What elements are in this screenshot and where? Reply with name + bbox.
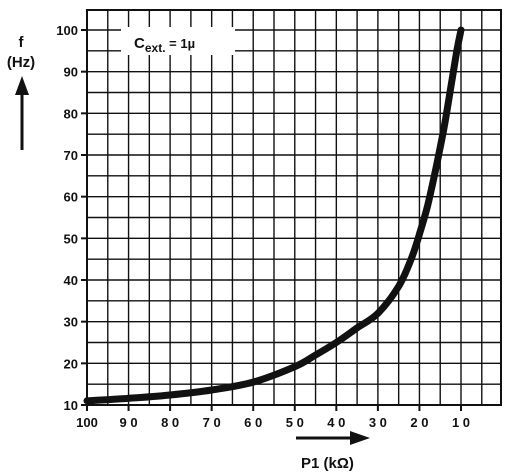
x-tick-label-100: 100	[76, 415, 98, 430]
x-tick-label-10: 1 0	[452, 415, 470, 430]
x-axis-label: P1 (kΩ)	[301, 455, 354, 472]
annotation-suffix: = 1µ	[166, 36, 196, 51]
y-tick-labels: 10 20 30 40 50 60 70 80 90 100	[56, 23, 78, 413]
y-axis-unit: (Hz)	[7, 54, 35, 71]
y-tick-label-20: 20	[64, 356, 78, 371]
y-tick-label-80: 80	[64, 106, 78, 121]
x-tick-label-60: 6 0	[244, 415, 262, 430]
x-tick-label-80: 8 0	[161, 415, 179, 430]
y-tick-label-50: 50	[64, 231, 78, 246]
y-tick-label-30: 30	[64, 315, 78, 330]
annotation-box: Cext. = 1µ	[121, 27, 235, 55]
y-tick-label-90: 90	[64, 65, 78, 80]
x-axis-arrow	[296, 431, 370, 445]
x-tick-label-30: 3 0	[369, 415, 387, 430]
x-tick-marks	[86, 405, 462, 411]
x-tick-label-20: 2 0	[410, 415, 428, 430]
annotation-subscript: ext.	[145, 41, 166, 55]
annotation-main: C	[134, 35, 145, 52]
x-tick-labels: 100 9 0 8 0 7 0 6 0 5 0 4 0 3 0 2 0 1 0	[76, 415, 470, 430]
x-tick-label-70: 7 0	[203, 415, 221, 430]
x-tick-label-40: 4 0	[327, 415, 345, 430]
svg-text:Cext. = 1µ: Cext. = 1µ	[134, 35, 195, 55]
y-tick-label-60: 60	[64, 190, 78, 205]
series-line	[83, 26, 465, 405]
y-tick-label-100: 100	[56, 23, 78, 38]
x-tick-label-50: 5 0	[286, 415, 304, 430]
x-tick-label-90: 9 0	[120, 415, 138, 430]
y-tick-marks	[81, 29, 87, 406]
y-axis-arrow	[15, 76, 29, 150]
y-tick-label-70: 70	[64, 148, 78, 163]
y-tick-label-10: 10	[64, 398, 78, 413]
grid	[87, 10, 501, 405]
y-axis-symbol: f	[19, 34, 25, 51]
y-tick-label-40: 40	[64, 273, 78, 288]
